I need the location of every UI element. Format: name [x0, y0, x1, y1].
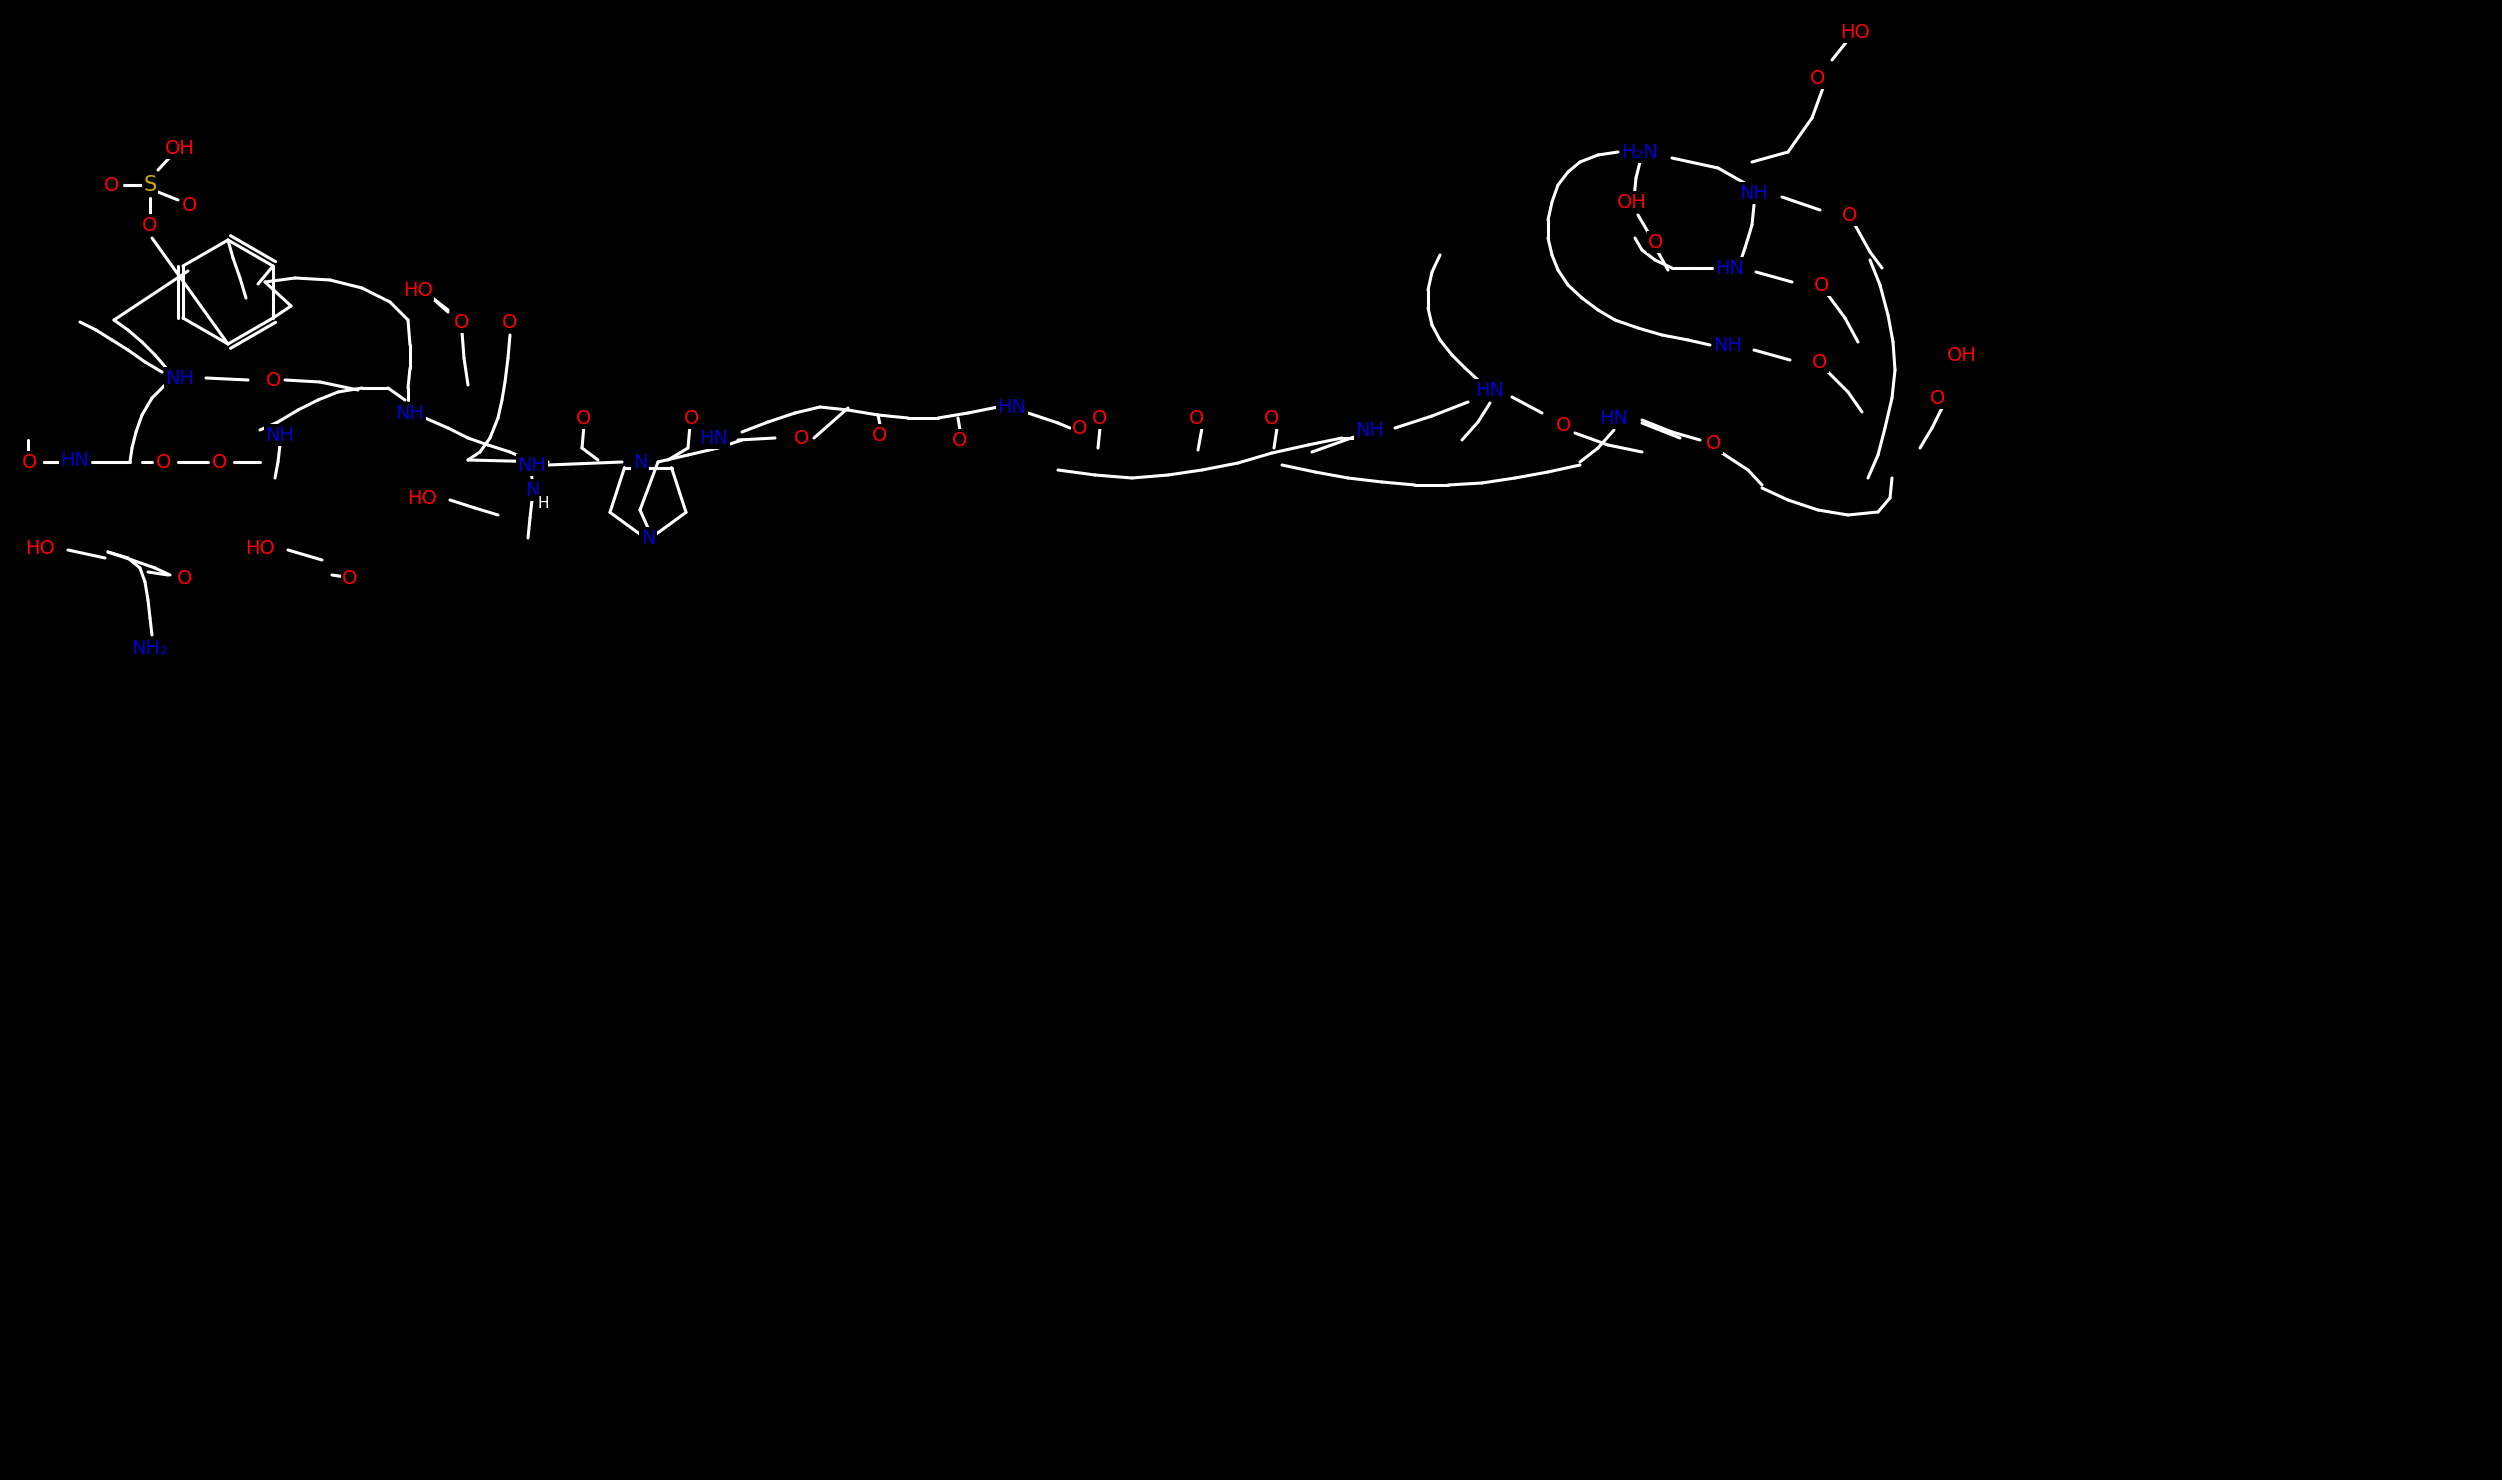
- Text: O: O: [178, 568, 193, 588]
- Text: O: O: [873, 426, 888, 444]
- Text: HN: HN: [1716, 259, 1744, 278]
- Text: HN: HN: [701, 429, 728, 447]
- Text: NH: NH: [1739, 184, 1769, 203]
- Text: O: O: [1093, 408, 1108, 428]
- Text: OH: OH: [1616, 192, 1646, 212]
- Text: O: O: [1649, 232, 1664, 252]
- Text: O: O: [1841, 206, 1856, 225]
- Text: N: N: [633, 453, 648, 472]
- Text: NH: NH: [1356, 420, 1384, 440]
- Text: O: O: [503, 312, 518, 332]
- Text: O: O: [1188, 408, 1203, 428]
- Text: O: O: [265, 370, 283, 389]
- Text: S: S: [143, 175, 158, 195]
- Text: O: O: [1264, 408, 1279, 428]
- Text: O: O: [1706, 434, 1721, 453]
- Text: NH: NH: [395, 404, 425, 422]
- Text: O: O: [343, 568, 358, 588]
- Text: O: O: [213, 453, 228, 472]
- Text: NH₂: NH₂: [133, 638, 168, 657]
- Text: O: O: [953, 431, 968, 450]
- Text: HO: HO: [403, 281, 433, 299]
- Text: O: O: [1814, 275, 1829, 295]
- Text: H: H: [538, 496, 548, 511]
- Text: O: O: [686, 408, 701, 428]
- Text: HO: HO: [408, 488, 438, 508]
- Text: NH: NH: [518, 456, 545, 475]
- Text: HO: HO: [25, 539, 55, 558]
- Text: O: O: [1811, 352, 1826, 371]
- Text: HO: HO: [1839, 22, 1869, 41]
- Text: HN: HN: [1599, 408, 1629, 428]
- Text: OH: OH: [1947, 345, 1977, 364]
- Text: O: O: [155, 453, 173, 472]
- Text: HN: HN: [998, 398, 1026, 416]
- Text: O: O: [1073, 419, 1088, 438]
- Text: NH: NH: [265, 426, 295, 444]
- Text: H₂N: H₂N: [1621, 142, 1659, 161]
- Text: O: O: [1556, 416, 1571, 435]
- Text: N: N: [641, 528, 656, 548]
- Text: O: O: [143, 216, 158, 234]
- Text: O: O: [23, 453, 38, 472]
- Text: NH: NH: [165, 369, 195, 388]
- Text: NH: NH: [1714, 336, 1741, 355]
- Text: O: O: [183, 195, 198, 215]
- Text: O: O: [793, 429, 811, 447]
- Text: HO: HO: [245, 539, 275, 558]
- Text: OH: OH: [165, 139, 195, 157]
- Text: HN: HN: [60, 450, 90, 469]
- Text: HN: HN: [1476, 380, 1504, 400]
- Text: N: N: [525, 481, 540, 500]
- Text: O: O: [105, 176, 120, 194]
- Text: O: O: [455, 312, 470, 332]
- Text: O: O: [575, 408, 590, 428]
- Text: O: O: [1811, 68, 1826, 87]
- Text: O: O: [1932, 389, 1947, 407]
